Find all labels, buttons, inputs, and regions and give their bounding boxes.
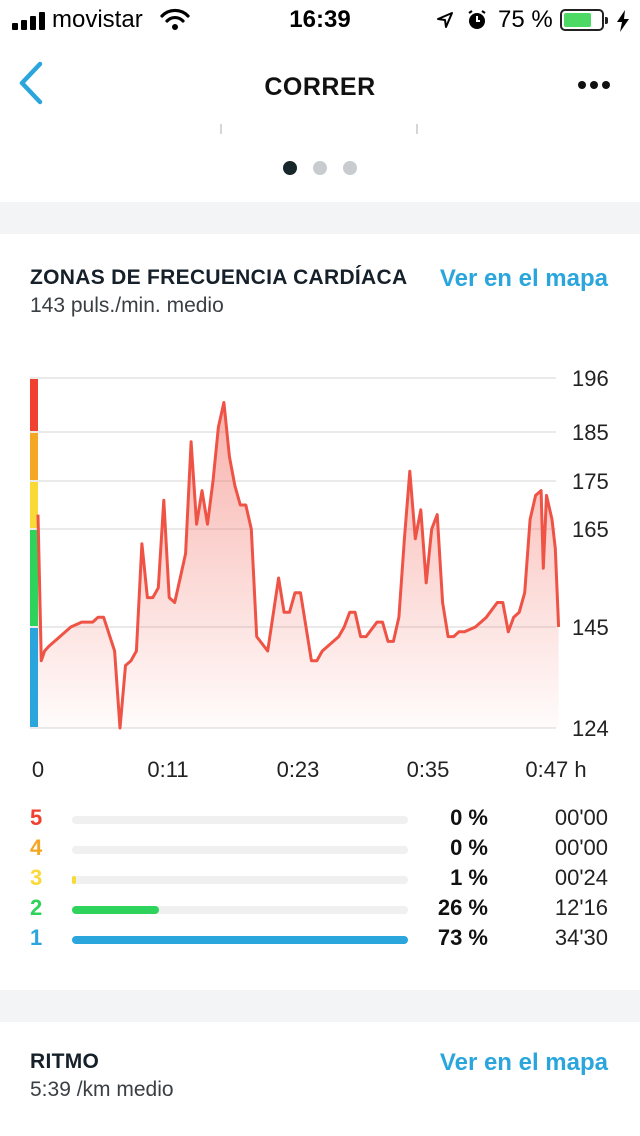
y-tick-label: 175 [572, 469, 609, 494]
zone-band-segment [30, 433, 38, 480]
alarm-clock-icon [468, 10, 486, 29]
zone-bar-fill [72, 936, 408, 944]
zone-bar-fill [72, 906, 159, 914]
battery-icon [560, 9, 608, 31]
x-tick-label: 0:47 h [525, 757, 586, 782]
page-dot[interactable] [313, 161, 327, 175]
charging-bolt-icon [617, 10, 629, 32]
zone-percent: 0 % [450, 835, 488, 860]
hr-average: 143 puls./min. medio [30, 294, 224, 317]
status-bar: movistar 16:39 75 % [0, 0, 640, 40]
zone-number: 5 [30, 805, 43, 830]
divider-tick [416, 124, 418, 134]
heart-rate-chart: 196 185 175 165 145 124 0 0:11 0:23 0:35 0:47 h [30, 366, 609, 782]
zone-time: 12'16 [554, 895, 608, 920]
x-tick-label: 0:35 [407, 757, 450, 782]
pace-title: RITMO [30, 1050, 100, 1073]
zone-time: 00'00 [554, 835, 608, 860]
zone-bar-track [72, 846, 408, 854]
y-tick-label: 196 [572, 366, 609, 391]
pace-average: 5:39 /km medio [30, 1078, 174, 1101]
back-chevron-icon[interactable] [16, 60, 46, 106]
zone-number: 4 [30, 835, 43, 860]
more-options-icon[interactable] [574, 81, 610, 92]
divider-tick [220, 124, 222, 134]
zone-bar-track [72, 816, 408, 824]
y-tick-label: 124 [572, 716, 609, 741]
zone-band-segment [30, 530, 38, 626]
heart-rate-area [38, 402, 559, 728]
zone-band-segment [30, 379, 38, 431]
wifi-icon [160, 8, 190, 30]
zone-time: 00'24 [554, 865, 608, 890]
zone-band-segment [30, 628, 38, 727]
zone-row: 3 1 % 00'24 [0, 865, 640, 895]
zone-percent: 26 % [437, 895, 488, 920]
hr-zones-title: ZONAS DE FRECUENCIA CARDÍACA [30, 266, 408, 289]
zone-number: 3 [30, 865, 43, 890]
page-dot[interactable] [343, 161, 358, 175]
x-tick-label: 0 [32, 757, 44, 782]
page-indicator [0, 161, 640, 180]
zone-number: 1 [30, 925, 43, 950]
zone-bar-track [72, 876, 408, 884]
section-separator [0, 202, 640, 234]
page-dot-active[interactable] [282, 161, 297, 175]
clock: 16:39 [289, 6, 351, 33]
zone-time: 34'30 [554, 925, 608, 950]
zone-percent: 1 % [450, 865, 488, 890]
zone-row: 5 0 % 00'00 [0, 805, 640, 835]
zone-bar-fill [72, 876, 76, 884]
zone-time: 00'00 [554, 805, 608, 830]
zone-number: 2 [30, 895, 43, 920]
zone-bar-track [72, 906, 408, 914]
zone-row: 2 26 % 12'16 [0, 895, 640, 925]
zone-bar-track [72, 936, 408, 944]
battery-percent: 75 % [498, 6, 553, 33]
heart-rate-line [36, 401, 561, 730]
signal-strength-icon [12, 12, 48, 30]
zone-percent: 0 % [450, 805, 488, 830]
hr-view-on-map-link[interactable]: Ver en el mapa [439, 265, 608, 292]
zone-band-segment [30, 482, 38, 528]
y-tick-label: 165 [572, 517, 609, 542]
zone-row: 4 0 % 00'00 [0, 835, 640, 865]
section-separator [0, 990, 640, 1022]
page-title: CORRER [264, 73, 376, 101]
x-tick-label: 0:23 [277, 757, 320, 782]
zone-row: 1 73 % 34'30 [0, 925, 640, 955]
pace-view-on-map-link[interactable]: Ver en el mapa [439, 1049, 608, 1076]
carrier-name: movistar [52, 6, 143, 33]
nav-bar: CORRER [0, 40, 640, 132]
location-arrow-icon [437, 12, 453, 28]
y-tick-label: 185 [572, 420, 609, 445]
x-tick-label: 0:11 [147, 757, 188, 782]
y-tick-label: 145 [572, 615, 609, 640]
zone-percent: 73 % [437, 925, 488, 950]
